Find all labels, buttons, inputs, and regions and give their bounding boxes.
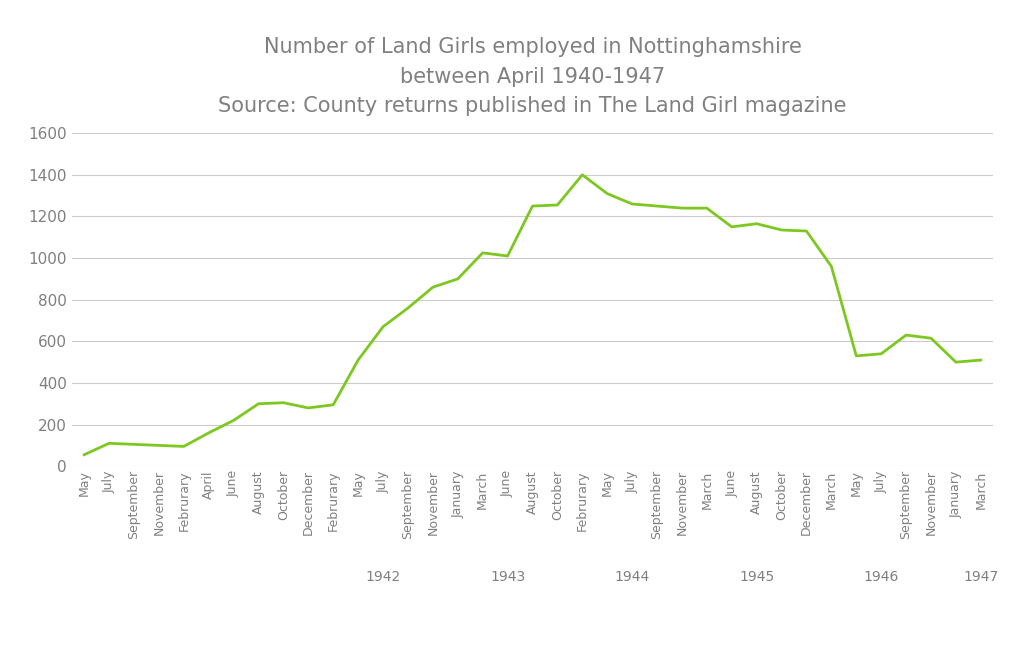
Text: 1943: 1943 xyxy=(489,570,525,584)
Text: 1946: 1946 xyxy=(863,570,899,584)
Text: 1942: 1942 xyxy=(366,570,400,584)
Text: 1944: 1944 xyxy=(614,570,650,584)
Text: 1945: 1945 xyxy=(739,570,774,584)
Text: 1947: 1947 xyxy=(964,570,998,584)
Title: Number of Land Girls employed in Nottinghamshire
between April 1940-1947
Source:: Number of Land Girls employed in Notting… xyxy=(218,37,847,117)
